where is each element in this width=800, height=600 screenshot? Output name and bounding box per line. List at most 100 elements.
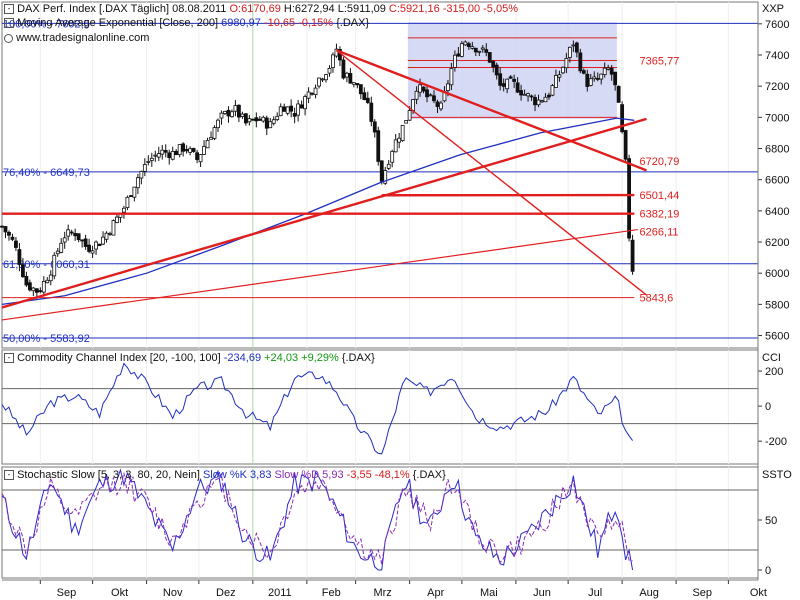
price-y-tick-label: 7200 <box>765 81 789 93</box>
candle-up <box>62 237 67 243</box>
candle-up <box>393 139 398 153</box>
x-tick-label: 2011 <box>268 587 292 599</box>
candle-down <box>292 113 297 117</box>
close-value: C:5921,16 <box>388 3 440 15</box>
candle-up <box>139 170 144 179</box>
candle-down <box>623 130 628 160</box>
candle-up <box>390 150 395 163</box>
candle-down <box>226 109 231 117</box>
candle-down <box>163 150 168 153</box>
candle-up <box>125 196 130 209</box>
candle-up <box>153 154 158 157</box>
price-y-tick-label: 5800 <box>765 299 789 311</box>
cci-y-tick-label: 200 <box>765 366 783 378</box>
website-link[interactable]: www.tradesignalonline.com <box>16 32 150 44</box>
candle-up <box>383 170 388 184</box>
candle-up <box>564 58 569 69</box>
stoch-k-value: Slow %K 3,83 <box>202 469 272 481</box>
candles-group <box>0 40 635 299</box>
candle-down <box>282 106 287 112</box>
candle-down <box>421 86 426 92</box>
cci-panel-frame <box>1 349 759 465</box>
ema-line <box>1 117 635 306</box>
candle-up <box>216 119 220 129</box>
stoch-header: - Stochastic Slow [5, 3, 3, 80, 20, Nein… <box>4 469 446 482</box>
candle-down <box>76 233 81 241</box>
candle-up <box>177 144 182 156</box>
candle-up <box>285 106 290 114</box>
candle-up <box>345 72 349 78</box>
candle-up <box>205 140 210 149</box>
x-tick-label: Jul <box>588 587 602 599</box>
candle-up <box>599 73 604 80</box>
price-level-label: 6501,44 <box>640 190 680 202</box>
candle-down <box>630 239 635 272</box>
collapse-icon[interactable]: - <box>4 470 14 481</box>
globe-icon <box>4 33 13 43</box>
price-y-tick-label: 5600 <box>765 331 789 343</box>
candle-down <box>97 243 102 247</box>
candle-up <box>209 137 213 140</box>
candle-down <box>358 84 363 95</box>
candle-up <box>397 137 402 143</box>
candle-up <box>557 74 562 78</box>
candle-down <box>578 52 583 72</box>
candle-up <box>320 78 325 81</box>
trend-line <box>336 49 647 296</box>
candle-up <box>146 161 151 163</box>
candle-up <box>149 157 154 161</box>
candle-up <box>428 94 433 97</box>
candle-down <box>24 276 29 286</box>
x-tick-label: Aug <box>639 587 659 599</box>
price-header-line2: - Moving Average Exponential [Close, 200… <box>4 17 369 30</box>
stoch-axis-title: SSTO <box>762 469 792 481</box>
candle-down <box>498 73 503 86</box>
candle-up <box>90 250 95 254</box>
candle-down <box>237 104 241 118</box>
candle-up <box>198 154 203 163</box>
candle-up <box>142 164 147 172</box>
cci-percent: +9,29% <box>301 352 339 364</box>
candle-down <box>80 239 85 242</box>
candle-up <box>459 43 464 57</box>
price-y-tick-label: 6000 <box>765 268 789 280</box>
candle-down <box>181 143 186 152</box>
candle-down <box>38 290 43 293</box>
fib-level-label: 76,40% - 6649,73 <box>3 167 90 179</box>
candle-down <box>254 117 259 122</box>
price-level-label: 6266,11 <box>640 227 679 239</box>
stoch-y-tick-label: 50 <box>765 515 777 527</box>
candle-up <box>188 148 193 153</box>
candle-down <box>3 226 8 233</box>
candle-down <box>0 225 4 228</box>
candle-down <box>34 288 39 293</box>
candle-up <box>230 111 234 118</box>
candle-up <box>202 146 206 155</box>
collapse-icon[interactable]: - <box>4 353 14 364</box>
fib-level-label: 50,00% - 5583,92 <box>3 333 90 345</box>
candle-down <box>243 113 248 124</box>
candle-up <box>156 153 161 158</box>
candle-down <box>512 78 517 82</box>
cci-header: - Commodity Channel Index [20, -100, 100… <box>4 352 375 365</box>
sto-panel-frame <box>1 466 759 579</box>
candle-down <box>547 94 551 98</box>
open-value: O:6170,69 <box>229 3 281 15</box>
candle-down <box>484 49 489 53</box>
candle-up <box>550 85 555 96</box>
candle-up <box>317 77 321 87</box>
price-y-tick-label: 6600 <box>765 175 789 187</box>
collapse-icon[interactable]: - <box>4 18 14 29</box>
candle-up <box>446 83 450 91</box>
cci-name: Commodity Channel Index [20, -100, 100] <box>17 352 221 364</box>
collapse-icon[interactable]: - <box>4 4 14 15</box>
candle-down <box>289 105 294 112</box>
x-tick-label: Feb <box>322 587 341 599</box>
price-y-tick-label: 6400 <box>765 206 789 218</box>
cci-change: +24,03 <box>264 352 299 364</box>
x-tick-label: Dez <box>216 587 236 599</box>
x-tick-label: Sep <box>57 587 77 599</box>
candle-down <box>529 95 534 98</box>
candle-down <box>184 148 189 152</box>
candle-down <box>466 43 471 47</box>
